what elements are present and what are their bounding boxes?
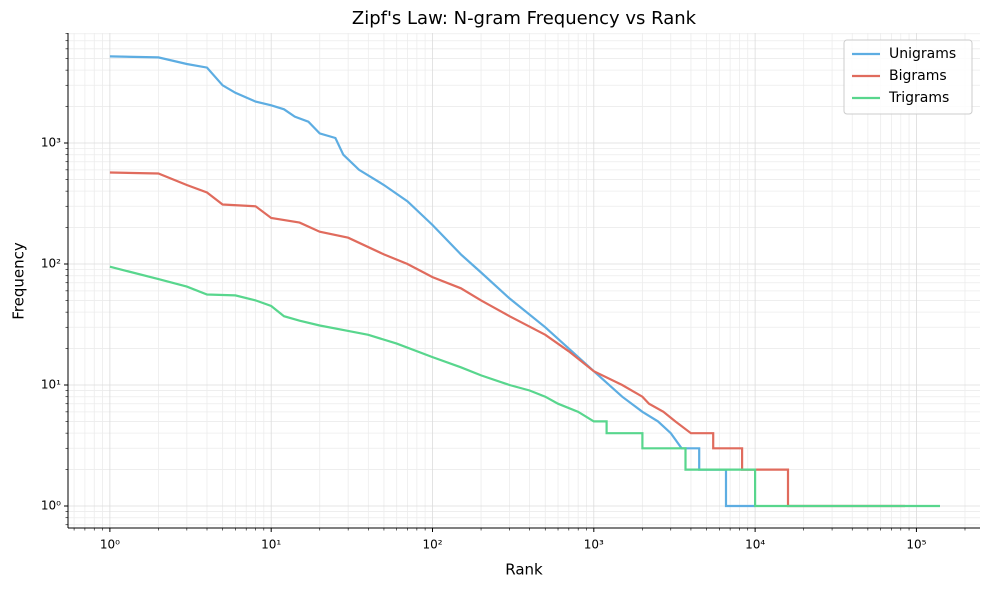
x-axis-label: Rank — [505, 561, 543, 579]
y-tick-label: 10² — [41, 256, 61, 270]
x-tick-label: 10¹ — [261, 538, 281, 552]
y-tick-label: 10⁰ — [41, 499, 61, 513]
legend-box — [843, 39, 973, 115]
x-tick-label: 10⁰ — [100, 538, 120, 552]
chart-title: Zipf's Law: N-gram Frequency vs Rank — [352, 8, 697, 29]
series-line — [109, 55, 756, 508]
legend-label: Unigrams — [889, 46, 956, 62]
legend-label: Bigrams — [889, 68, 947, 84]
x-tick-label: 10³ — [584, 538, 604, 552]
series-line — [109, 171, 905, 508]
y-tick-label: 10¹ — [41, 378, 61, 392]
y-tick-label: 10³ — [41, 135, 61, 149]
x-tick-label: 10⁴ — [745, 538, 765, 552]
y-axis-label: Frequency — [10, 242, 28, 320]
x-tick-label: 10² — [422, 538, 442, 552]
series-line — [109, 265, 940, 508]
x-tick-label: 10⁵ — [906, 538, 926, 552]
legend-label: Trigrams — [888, 90, 949, 106]
legend: Unigrams Bigrams Trigrams — [843, 39, 973, 115]
